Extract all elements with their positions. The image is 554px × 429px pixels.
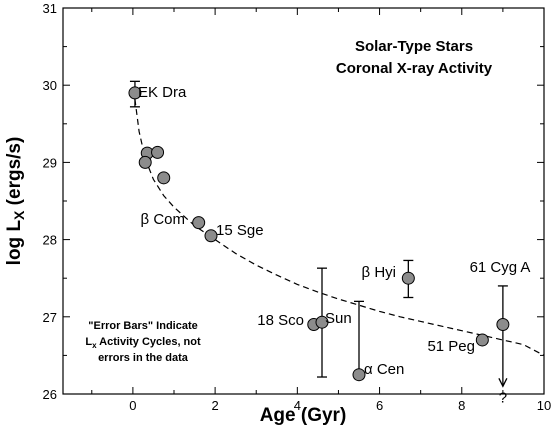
data-point-4 [157,171,171,185]
marker-layer [128,86,510,382]
note-line-2: Lx Activity Cycles, not [85,336,201,350]
y-axis-label-units: (ergs/s) [4,137,25,211]
label-layer: EK Dra β Com 15 Sge 18 Sco Sun α Cen β Hyi 51 P… [138,84,530,378]
star-label-0: EK Dra [138,84,187,101]
note-lx: L [85,336,92,348]
note-line-1: "Error Bars" Indicate [88,320,197,332]
data-point-6 [204,229,218,243]
upper-limit-arrow [498,377,508,388]
x-tick-label-4: 4 [294,398,301,413]
ticks-layer: 0 2 4 6 8 10 26 27 28 29 30 31 [43,1,552,413]
y-axis-label-main: log L [4,220,25,266]
data-point-8 [315,315,329,329]
star-label-12: 61 Cyg A [470,259,531,276]
y-tick-label-29: 29 [43,155,57,170]
data-point-10 [401,271,415,285]
y-tick-label-27: 27 [43,310,57,325]
chart-title: Solar-Type Stars [355,38,473,55]
data-point-11 [475,333,489,347]
y-tick-label-28: 28 [43,233,57,248]
star-label-11: 51 Peg [427,338,475,355]
star-label-6: 15 Sge [216,222,264,239]
y-tick-label-26: 26 [43,387,57,402]
x-axis-label: Age (Gyr) [260,405,347,426]
x-tick-label-10: 10 [537,398,551,413]
fit-curve [134,99,545,356]
note-line-3: errors in the data [98,352,189,364]
data-point-2 [138,155,152,169]
star-label-9: α Cen [364,361,404,378]
chart-subtitle: Coronal X-ray Activity [336,60,493,77]
data-point-5 [192,216,206,230]
note-lx-sub: x [92,341,97,350]
y-axis-label-sub: X [11,210,27,220]
data-point-9 [352,368,366,382]
y-axis-label: log LX (ergs/s) [4,137,27,266]
star-label-7: 18 Sco [257,312,304,329]
data-point-0 [128,86,142,100]
y-tick-label-31: 31 [43,1,57,16]
x-tick-label-0: 0 [129,398,136,413]
upper-limit-question: ? [499,389,507,406]
x-tick-label-6: 6 [376,398,383,413]
data-point-3 [151,145,165,159]
star-label-8: Sun [325,310,352,327]
y-tick-label-30: 30 [43,78,57,93]
data-point-12 [496,318,510,332]
x-tick-label-8: 8 [458,398,465,413]
curve-layer [134,99,545,356]
star-label-5: β Com [141,211,185,228]
note-line-2-rest: Activity Cycles, not [97,336,201,348]
x-tick-label-2: 2 [211,398,218,413]
star-label-10: β Hyi [362,264,396,281]
